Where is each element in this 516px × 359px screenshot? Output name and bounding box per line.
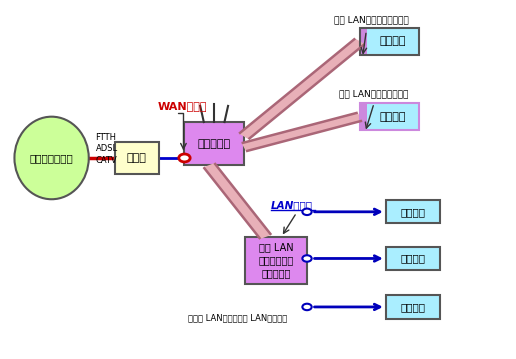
FancyBboxPatch shape <box>360 28 367 55</box>
FancyBboxPatch shape <box>360 103 367 130</box>
Text: 無線 LAN子機（外付け）: 無線 LAN子機（外付け） <box>340 89 409 99</box>
Circle shape <box>179 154 190 162</box>
Text: FTTH
ADSL
CATV: FTTH ADSL CATV <box>95 134 118 164</box>
Polygon shape <box>203 163 271 239</box>
Text: 端末機器: 端末機器 <box>380 36 407 46</box>
Text: WANポート: WANポート <box>157 101 207 111</box>
FancyBboxPatch shape <box>386 200 440 223</box>
Text: 無線 LAN
イーサネット
コンバータ: 無線 LAN イーサネット コンバータ <box>259 242 294 279</box>
FancyBboxPatch shape <box>386 247 440 270</box>
FancyBboxPatch shape <box>367 103 419 130</box>
Text: LANポート: LANポート <box>270 200 313 210</box>
FancyBboxPatch shape <box>245 237 307 284</box>
Polygon shape <box>241 113 362 151</box>
FancyBboxPatch shape <box>367 28 419 55</box>
FancyBboxPatch shape <box>185 122 244 165</box>
Text: （有線 LAN機器を無線 LANで接続）: （有線 LAN機器を無線 LANで接続） <box>188 313 287 322</box>
Text: インターネット: インターネット <box>30 153 73 163</box>
Text: 端末機器: 端末機器 <box>400 253 425 264</box>
Text: モデム: モデム <box>127 153 147 163</box>
Circle shape <box>302 255 312 262</box>
Circle shape <box>302 304 312 310</box>
Circle shape <box>302 209 312 215</box>
Text: 無線 LAN子機の機能を内蔵: 無線 LAN子機の機能を内蔵 <box>334 15 409 24</box>
Text: 端末機器: 端末機器 <box>380 112 407 122</box>
Text: 無線ルータ: 無線ルータ <box>198 139 231 149</box>
FancyBboxPatch shape <box>386 295 440 319</box>
Ellipse shape <box>14 117 89 199</box>
Text: 端末機器: 端末機器 <box>400 302 425 312</box>
FancyBboxPatch shape <box>115 142 159 174</box>
Text: 端末機器: 端末機器 <box>400 207 425 217</box>
Polygon shape <box>239 38 365 139</box>
